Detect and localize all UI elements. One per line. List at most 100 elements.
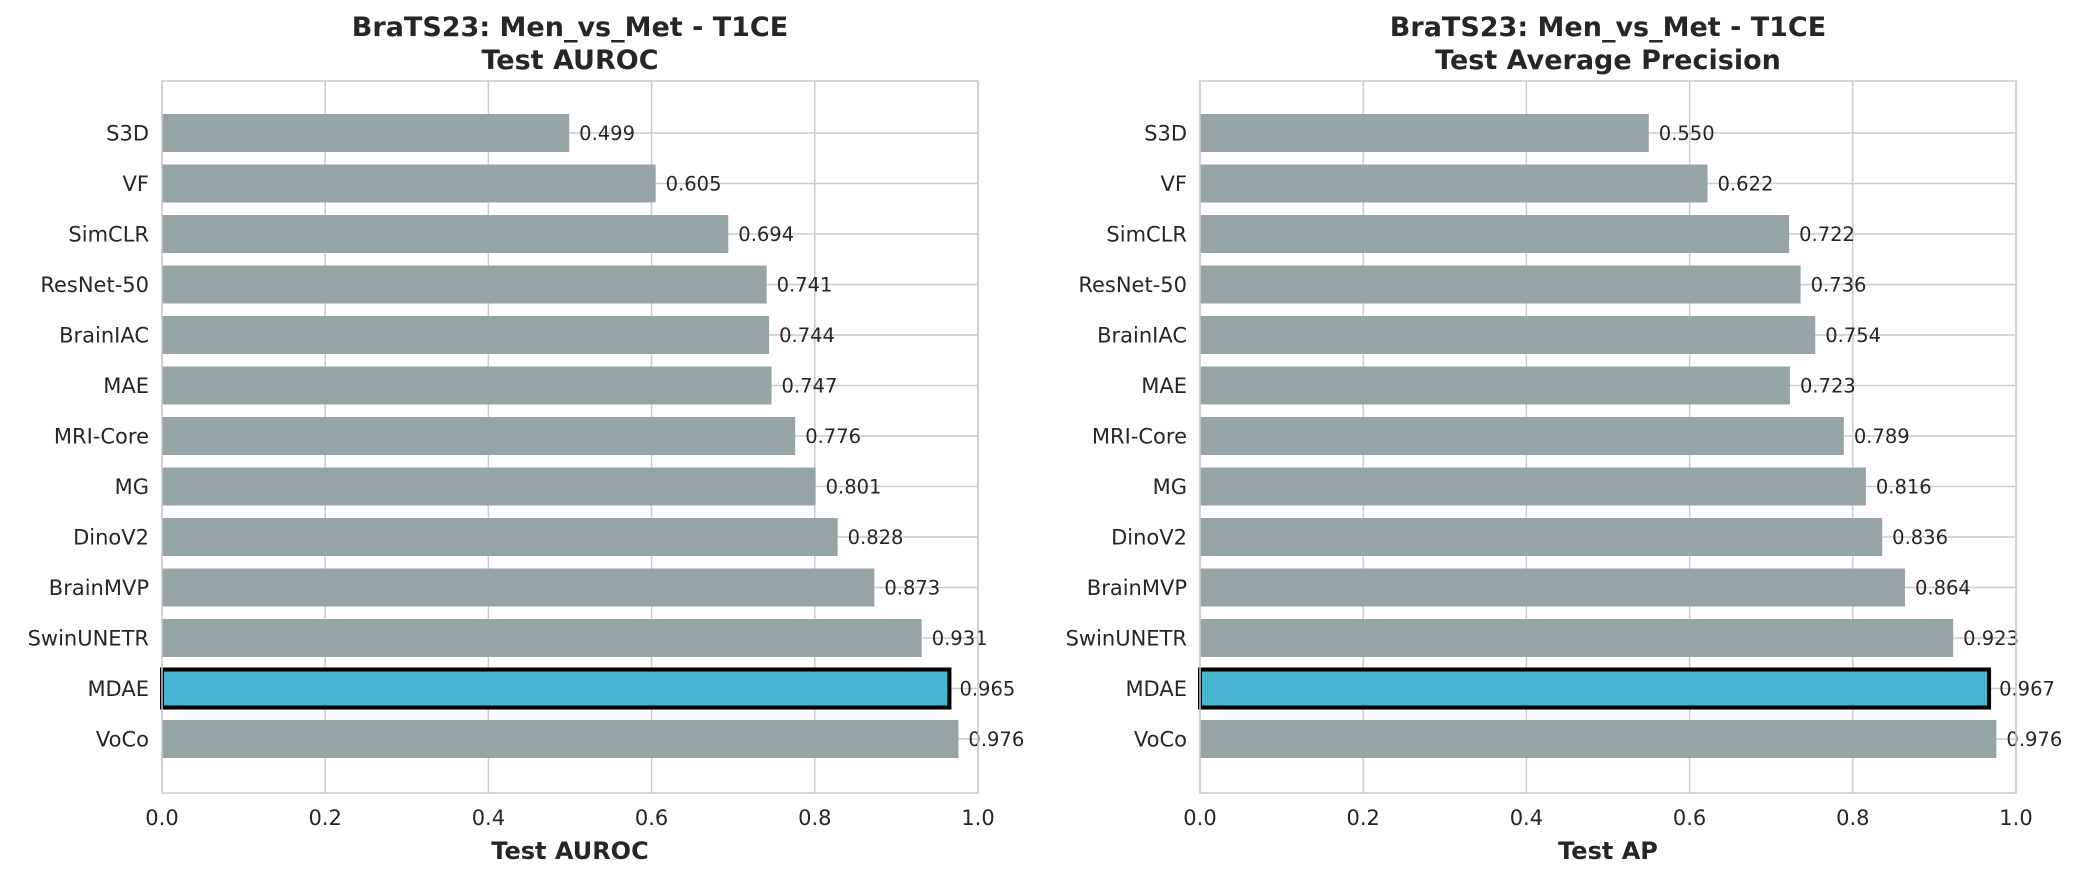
- data-label: 0.873: [884, 577, 940, 600]
- y-tick-label: MG: [115, 475, 149, 499]
- y-tick-label: BrainMVP: [49, 576, 149, 600]
- y-tick-label: SwinUNETR: [28, 627, 149, 651]
- y-tick-label: MRI-Core: [54, 425, 149, 449]
- data-label: 0.747: [782, 375, 838, 398]
- y-tick-label: BrainIAC: [1097, 324, 1187, 348]
- data-label: 0.736: [1811, 274, 1867, 297]
- y-tick-label: DinoV2: [73, 526, 149, 550]
- y-tick-label: MDAE: [1125, 677, 1187, 701]
- x-tick-label: 0.6: [1673, 806, 1706, 830]
- data-label: 0.776: [805, 425, 861, 448]
- bar: [162, 164, 656, 203]
- data-label: 0.923: [1963, 627, 2019, 650]
- y-tick-label: VF: [123, 172, 149, 196]
- bar: [1200, 568, 1906, 607]
- y-tick-label: ResNet-50: [1078, 273, 1187, 297]
- bar: [162, 114, 570, 152]
- chart-subtitle: Test AUROC: [481, 45, 658, 76]
- plot-frame: [161, 80, 979, 794]
- data-label: 0.744: [779, 324, 835, 347]
- y-tick-label: DinoV2: [1111, 526, 1187, 550]
- x-axis-label: Test AP: [1558, 837, 1658, 865]
- x-tick-label: 0.0: [1183, 806, 1216, 830]
- bar: [1200, 215, 1790, 253]
- data-label: 0.605: [666, 173, 722, 196]
- y-tick-label: VoCo: [96, 728, 149, 752]
- x-tick-label: 0.8: [1836, 806, 1869, 830]
- bar: [162, 417, 796, 455]
- y-tick-label: S3D: [1144, 122, 1187, 146]
- y-tick-label: MAE: [1141, 374, 1187, 398]
- bar: [1200, 164, 1708, 203]
- data-label: 0.864: [1915, 577, 1971, 600]
- bar: [162, 568, 875, 607]
- bar: [162, 265, 767, 304]
- bar: [162, 518, 838, 556]
- bar: [162, 467, 816, 506]
- data-label: 0.722: [1799, 223, 1855, 246]
- bar: [162, 619, 922, 657]
- data-label: 0.967: [1999, 678, 2055, 701]
- data-label: 0.965: [959, 678, 1015, 701]
- y-tick-label: VoCo: [1134, 728, 1187, 752]
- data-label: 0.723: [1800, 375, 1856, 398]
- y-tick-label: SwinUNETR: [1066, 627, 1187, 651]
- data-label: 0.836: [1892, 526, 1948, 549]
- x-tick-label: 0.8: [798, 806, 831, 830]
- data-label: 0.801: [826, 476, 882, 499]
- data-label: 0.694: [738, 223, 794, 246]
- bar: [1200, 265, 1801, 304]
- bar: [1200, 417, 1844, 455]
- y-tick-label: BrainMVP: [1087, 576, 1187, 600]
- x-tick-label: 1.0: [1999, 806, 2032, 830]
- x-tick-label: 0.2: [1346, 806, 1379, 830]
- bar: [1200, 366, 1790, 405]
- data-label: 0.741: [777, 274, 833, 297]
- chart-title: BraTS23: Men_vs_Met - T1CE: [1390, 12, 1826, 43]
- bar: [162, 720, 959, 758]
- data-label: 0.622: [1718, 173, 1774, 196]
- x-tick-label: 0.4: [1510, 806, 1543, 830]
- y-tick-label: MAE: [103, 374, 149, 398]
- y-tick-label: MDAE: [87, 677, 149, 701]
- data-label: 0.789: [1854, 425, 1910, 448]
- data-label: 0.931: [932, 627, 988, 650]
- y-tick-label: S3D: [106, 122, 149, 146]
- plot-frame: [1199, 80, 2017, 794]
- y-tick-label: MG: [1153, 475, 1187, 499]
- x-axis-label: Test AUROC: [491, 837, 648, 865]
- data-label: 0.816: [1876, 476, 1932, 499]
- bar: [162, 215, 729, 253]
- x-tick-label: 0.2: [308, 806, 341, 830]
- y-tick-label: VF: [1161, 172, 1187, 196]
- bar: [1200, 619, 1954, 657]
- x-tick-label: 0.4: [472, 806, 505, 830]
- bar: [1200, 114, 1649, 152]
- data-label: 0.976: [2006, 728, 2062, 751]
- x-tick-label: 1.0: [961, 806, 994, 830]
- y-tick-label: BrainIAC: [59, 324, 149, 348]
- bar: [1200, 720, 1997, 758]
- chart-title: BraTS23: Men_vs_Met - T1CE: [352, 12, 788, 43]
- x-tick-label: 0.6: [635, 806, 668, 830]
- bar: [162, 366, 772, 405]
- bar: [1200, 518, 1883, 556]
- data-label: 0.976: [968, 728, 1024, 751]
- data-label: 0.828: [848, 526, 904, 549]
- y-tick-label: MRI-Core: [1092, 425, 1187, 449]
- data-label: 0.499: [579, 122, 635, 145]
- chart-subtitle: Test Average Precision: [1435, 45, 1781, 76]
- x-tick-label: 0.0: [145, 806, 178, 830]
- bar-highlight: [160, 667, 952, 710]
- data-label: 0.550: [1659, 122, 1715, 145]
- bar-highlight: [1198, 667, 1992, 710]
- bar: [162, 316, 770, 354]
- y-tick-label: ResNet-50: [40, 273, 149, 297]
- y-tick-label: SimCLR: [1106, 223, 1187, 247]
- y-tick-label: SimCLR: [68, 223, 149, 247]
- bar: [1200, 316, 1816, 354]
- bar: [1200, 467, 1866, 506]
